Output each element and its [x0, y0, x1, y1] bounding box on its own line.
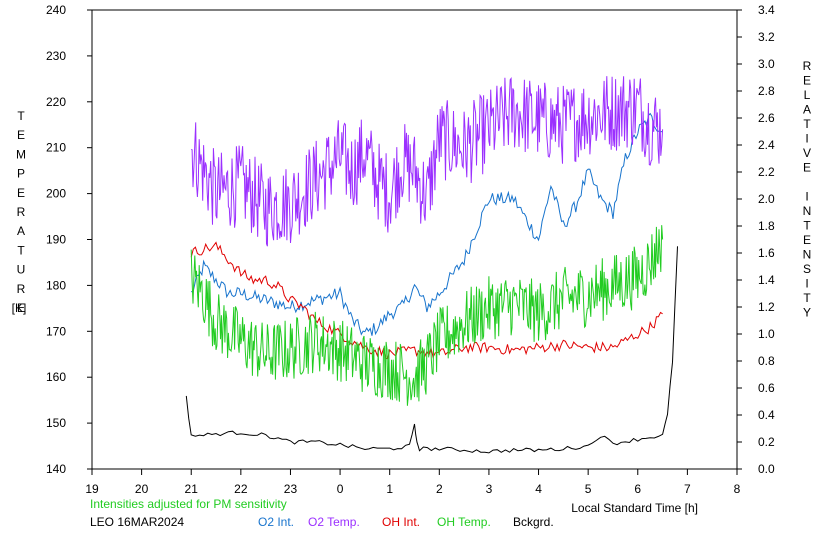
y-left-unit-label: [K]: [12, 301, 27, 315]
x-tick-label: 4: [535, 482, 542, 496]
x-tick-label: 1: [386, 482, 393, 496]
y-right-title-letter: R: [803, 59, 812, 73]
x-tick-label: 21: [185, 482, 199, 496]
y-left-tick-label: 190: [46, 233, 66, 247]
y-right-title-letter: N: [803, 204, 812, 218]
y-right-title-letter: T: [803, 291, 811, 305]
x-tick-label: 6: [634, 482, 641, 496]
y-left-tick-label: 170: [46, 324, 66, 338]
y-left-title-letter: U: [17, 263, 26, 277]
y-right-title-letter: E: [803, 74, 811, 88]
y-left-title-letter: E: [17, 186, 25, 200]
y-right-tick-label: 3.0: [758, 57, 775, 71]
y-right-tick-label: 0.8: [758, 354, 775, 368]
legend-entry: OH Temp.: [437, 515, 491, 529]
y-right-tick-label: 3.2: [758, 30, 775, 44]
x-tick-label: 8: [734, 482, 741, 496]
legend: O2 Int. O2 Temp. OH Int. OH Temp. Bckgrd.: [258, 515, 554, 529]
y-right-tick-label: 0.6: [758, 381, 775, 395]
legend-entry: OH Int.: [382, 515, 420, 529]
y-right-tick-label: 2.2: [758, 165, 775, 179]
y-right-tick-label: 3.4: [758, 3, 775, 17]
y-right-title-letter: I: [805, 277, 808, 291]
legend-entry: Bckgrd.: [513, 515, 554, 529]
y-right-title-letter: T: [803, 219, 811, 233]
y-left-tick-label: 220: [46, 95, 66, 109]
y-left-title-letter: A: [17, 224, 25, 238]
y-left-title-letter: E: [17, 128, 25, 142]
y-left-tick-label: 160: [46, 370, 66, 384]
y-left-title-letter: R: [17, 282, 26, 296]
y-right-title-letter: L: [804, 88, 811, 102]
y-left-tick-label: 150: [46, 416, 66, 430]
x-tick-label: 3: [486, 482, 493, 496]
y-left-tick-label: 210: [46, 141, 66, 155]
series-line-o2-int: [190, 112, 663, 336]
x-tick-label: 5: [585, 482, 592, 496]
y-left-title-letter: E: [17, 301, 25, 315]
x-tick-label: 7: [684, 482, 691, 496]
x-tick-label: 20: [135, 482, 149, 496]
y-right-title-letter: N: [803, 248, 812, 262]
y-right-tick-label: 1.0: [758, 327, 775, 341]
x-tick-label: 23: [284, 482, 298, 496]
y-right-title-letter: I: [805, 132, 808, 146]
series-line-o2-temp: [191, 76, 664, 247]
y-right-title-letter: T: [803, 117, 811, 131]
x-tick-label: 19: [85, 482, 99, 496]
y-left-tick-label: 200: [46, 187, 66, 201]
x-tick-label: 22: [234, 482, 248, 496]
axes: 1401501601701801902002102202302400.00.20…: [46, 3, 775, 496]
y-right-tick-label: 0.4: [758, 408, 775, 422]
y-left-title-letter: T: [17, 243, 25, 257]
series-line-bckgrd: [185, 246, 678, 454]
y-left-tick-label: 230: [46, 49, 66, 63]
y-right-title-letter: Y: [803, 306, 811, 320]
y-right-tick-label: 2.0: [758, 192, 775, 206]
y-right-tick-label: 1.6: [758, 246, 775, 260]
sensitivity-note: Intensities adjusted for PM sensitivity: [90, 497, 287, 511]
series-layer: [185, 76, 678, 454]
y-right-tick-label: 1.8: [758, 219, 775, 233]
x-tick-label: 0: [337, 482, 344, 496]
y-left-title-letter: T: [17, 109, 25, 123]
y-left-title-letter: P: [17, 167, 25, 181]
y-right-tick-label: 0.2: [758, 435, 775, 449]
y-right-tick-label: 1.4: [758, 273, 775, 287]
y-left-title-letter: M: [16, 147, 26, 161]
legend-entry: O2 Temp.: [308, 515, 360, 529]
y-left-tick-label: 180: [46, 278, 66, 292]
y-right-title-letter: S: [803, 262, 811, 276]
y-right-tick-label: 0.0: [758, 462, 775, 476]
y-right-tick-label: 2.8: [758, 84, 775, 98]
y-right-tick-label: 2.4: [758, 138, 775, 152]
y-right-title-letter: E: [803, 161, 811, 175]
x-axis-title: Local Standard Time [h]: [571, 501, 698, 515]
y-left-title-letter: R: [17, 205, 26, 219]
y-left-tick-label: 240: [46, 3, 66, 17]
series-line-oh-temp: [190, 225, 664, 406]
y-left-tick-label: 140: [46, 462, 66, 476]
y-right-tick-label: 2.6: [758, 111, 775, 125]
station-date-label: LEO 16MAR2024: [90, 515, 184, 529]
y-right-title-letter: V: [803, 146, 811, 160]
legend-entry: O2 Int.: [258, 515, 294, 529]
y-right-title-letter: A: [803, 103, 811, 117]
y-right-title-letter: I: [805, 190, 808, 204]
y-right-tick-label: 1.2: [758, 300, 775, 314]
y-right-title-letter: E: [803, 233, 811, 247]
x-tick-label: 2: [436, 482, 443, 496]
